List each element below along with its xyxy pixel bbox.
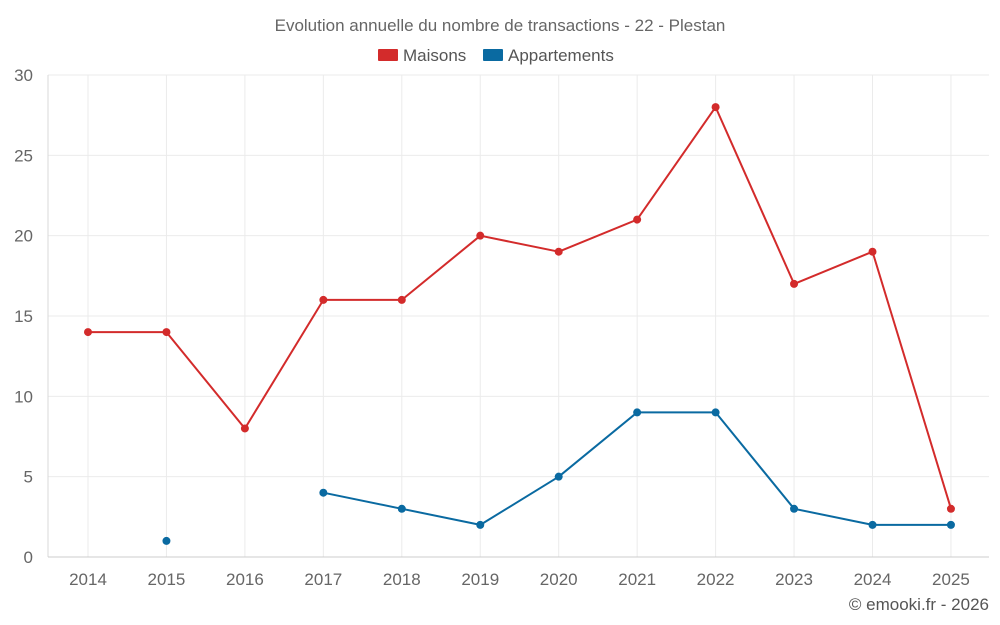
legend-item-maisons[interactable]: Maisons [378, 46, 466, 65]
legend: Maisons Appartements [378, 46, 614, 65]
data-point-maisons[interactable] [711, 103, 720, 112]
legend-item-appartements[interactable]: Appartements [483, 46, 614, 65]
x-tick-label: 2025 [932, 570, 970, 589]
x-tick-label: 2024 [854, 570, 892, 589]
legend-label: Maisons [403, 46, 466, 65]
y-tick-label: 30 [14, 66, 33, 85]
series-appartements [162, 408, 955, 545]
y-tick-label: 15 [14, 307, 33, 326]
x-tick-label: 2022 [697, 570, 735, 589]
data-point-appartements[interactable] [319, 488, 328, 497]
data-point-maisons[interactable] [162, 328, 171, 337]
chart-title: Evolution annuelle du nombre de transact… [275, 16, 726, 35]
data-point-maisons[interactable] [319, 295, 328, 304]
x-tick-label: 2018 [383, 570, 421, 589]
data-point-appartements[interactable] [633, 408, 642, 417]
legend-swatch [378, 49, 398, 61]
data-point-maisons[interactable] [240, 424, 249, 433]
data-point-maisons[interactable] [790, 279, 799, 288]
data-point-appartements[interactable] [711, 408, 720, 417]
data-point-appartements[interactable] [790, 504, 799, 513]
data-point-appartements[interactable] [162, 536, 171, 545]
data-point-appartements[interactable] [868, 520, 877, 529]
y-tick-label: 10 [14, 387, 33, 406]
x-tick-label: 2020 [540, 570, 578, 589]
series-maisons [84, 103, 955, 513]
x-tick-label: 2017 [304, 570, 342, 589]
series-line-maisons [88, 106, 952, 510]
data-point-appartements[interactable] [397, 504, 406, 513]
data-point-maisons[interactable] [554, 247, 563, 256]
y-tick-label: 5 [24, 468, 33, 487]
y-tick-label: 25 [14, 146, 33, 165]
x-tick-label: 2015 [148, 570, 186, 589]
data-point-maisons[interactable] [397, 295, 406, 304]
series [84, 103, 955, 545]
x-tick-label: 2021 [618, 570, 656, 589]
legend-swatch [483, 49, 503, 61]
data-point-maisons[interactable] [476, 231, 485, 240]
data-point-maisons[interactable] [84, 328, 92, 337]
y-tick-label: 20 [14, 227, 33, 246]
y-tick-label: 0 [24, 548, 33, 567]
data-point-appartements[interactable] [476, 520, 485, 529]
credit-text: © emooki.fr - 2026 [849, 595, 989, 614]
x-tick-label: 2014 [69, 570, 107, 589]
data-point-appartements[interactable] [946, 520, 955, 529]
legend-label: Appartements [508, 46, 614, 65]
grid [48, 74, 989, 558]
data-point-appartements[interactable] [554, 472, 563, 481]
data-point-maisons[interactable] [868, 247, 877, 256]
data-point-maisons[interactable] [633, 215, 642, 224]
x-tick-label: 2016 [226, 570, 264, 589]
x-tick-label: 2023 [775, 570, 813, 589]
data-point-maisons[interactable] [946, 504, 955, 513]
x-tick-label: 2019 [461, 570, 499, 589]
